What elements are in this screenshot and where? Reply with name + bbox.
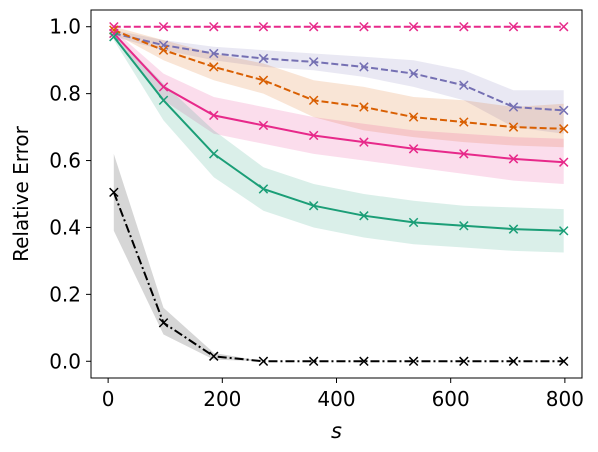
band-series-1: [113, 30, 564, 134]
marker-series-0-point-4: [308, 21, 319, 32]
marker-series-3-point-5: [359, 137, 369, 147]
marker-series-1-point-7: [459, 80, 469, 91]
marker-series-2-point-9: [558, 124, 569, 134]
marker-series-3-point-4: [308, 130, 319, 141]
marker-series-2-point-5: [359, 102, 369, 112]
marker-series-1-point-6: [408, 68, 419, 79]
marker-series-5-point-4: [308, 356, 319, 367]
marker-series-3-point-0: [109, 28, 119, 39]
band-series-5: [113, 153, 564, 362]
confidence-bands: [113, 26, 564, 362]
series-markers: [109, 21, 569, 367]
marker-series-3-point-8: [508, 154, 519, 164]
y-tick-label-3: 0.6: [49, 149, 81, 173]
marker-series-1-point-8: [508, 102, 519, 112]
marker-series-2-point-8: [508, 122, 519, 132]
marker-series-3-point-1: [158, 82, 169, 92]
x-axis-label: s: [331, 419, 342, 443]
marker-series-2-point-0: [109, 25, 119, 35]
marker-series-4-point-9: [558, 226, 569, 236]
marker-series-3-point-7: [459, 149, 469, 159]
marker-series-4-point-6: [408, 217, 419, 228]
line-series-1: [113, 32, 564, 112]
marker-series-2-point-2: [209, 62, 219, 72]
band-series-2: [113, 26, 564, 148]
marker-series-4-point-5: [359, 211, 369, 221]
marker-series-0-point-2: [209, 21, 219, 32]
marker-series-0-point-7: [459, 21, 469, 32]
marker-series-2-point-3: [258, 75, 269, 85]
marker-series-1-point-4: [308, 57, 319, 67]
marker-series-5-point-1: [158, 318, 169, 328]
marker-series-5-point-6: [408, 356, 419, 367]
marker-series-2-point-6: [408, 112, 419, 122]
marker-series-0-point-5: [359, 21, 369, 32]
marker-series-0-point-0: [109, 21, 119, 32]
marker-series-4-point-3: [258, 184, 269, 194]
marker-series-1-point-9: [558, 105, 569, 116]
x-tick-label-4: 800: [546, 387, 584, 411]
marker-series-1-point-2: [209, 48, 219, 59]
line-series-2: [113, 29, 564, 130]
line-series-4: [113, 36, 564, 232]
marker-series-5-point-8: [508, 356, 519, 367]
y-tick-label-1: 0.2: [49, 282, 81, 306]
marker-series-2-point-7: [459, 117, 469, 127]
x-tick-label-3: 600: [432, 387, 470, 411]
y-tick-label-2: 0.4: [49, 215, 81, 239]
marker-series-1-point-5: [359, 62, 369, 72]
marker-series-5-point-2: [209, 351, 219, 361]
marker-series-0-point-9: [558, 21, 569, 32]
series-lines: [112, 25, 564, 363]
y-tick-label-5: 1.0: [49, 15, 81, 39]
marker-series-0-point-8: [508, 21, 519, 32]
marker-series-4-point-4: [308, 200, 319, 211]
y-tick-label-0: 0.0: [49, 349, 81, 373]
marker-series-4-point-8: [508, 224, 519, 234]
marker-series-5-point-5: [359, 356, 369, 367]
x-axis-ticks: 0 200 400 600 800: [102, 378, 584, 411]
x-tick-label-1: 200: [203, 387, 241, 411]
marker-series-3-point-2: [209, 110, 219, 121]
y-axis-ticks: 0.0 0.2 0.4 0.6 0.8 1.0: [49, 15, 91, 373]
marker-series-4-point-0: [109, 32, 119, 42]
marker-series-2-point-4: [308, 95, 319, 106]
marker-series-3-point-6: [408, 144, 419, 154]
marker-series-0-point-3: [258, 21, 269, 32]
marker-series-2-point-1: [158, 45, 169, 55]
band-series-3: [113, 30, 564, 184]
y-tick-label-4: 0.8: [49, 82, 81, 106]
marker-series-5-point-7: [459, 356, 469, 367]
x-tick-label-0: 0: [102, 387, 115, 411]
marker-series-5-point-9: [558, 356, 569, 367]
line-series-5: [112, 191, 564, 363]
marker-series-0-point-1: [158, 21, 169, 32]
marker-series-3-point-9: [558, 157, 569, 167]
marker-series-5-point-0: [109, 187, 119, 198]
marker-series-1-point-3: [258, 53, 269, 64]
marker-series-4-point-2: [209, 149, 219, 159]
x-tick-label-2: 400: [317, 387, 355, 411]
marker-series-5-point-3: [258, 356, 269, 367]
marker-series-0-point-6: [408, 21, 419, 32]
marker-series-3-point-3: [258, 120, 269, 131]
marker-series-4-point-7: [459, 221, 469, 231]
line-series-3: [113, 32, 564, 164]
y-axis-label: Relative Error: [9, 125, 33, 262]
marker-series-4-point-1: [158, 95, 169, 106]
